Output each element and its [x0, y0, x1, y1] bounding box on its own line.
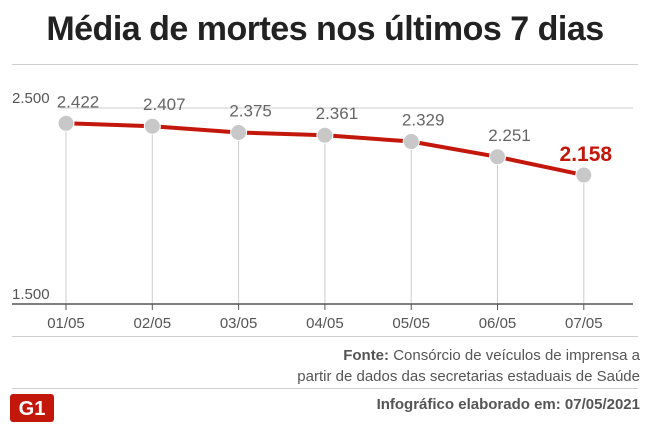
x-tick-label: 03/05: [220, 315, 258, 332]
credit-divider: [12, 388, 638, 389]
x-tick-label: 01/05: [47, 315, 85, 332]
data-point: [489, 148, 506, 166]
x-tick-label: 05/05: [392, 315, 430, 332]
value-label: 2.251: [488, 126, 531, 145]
x-tick-label: 06/05: [479, 315, 517, 332]
data-point: [143, 117, 161, 135]
data-point: [57, 114, 75, 132]
data-point: [230, 124, 248, 141]
value-label: 2.375: [229, 102, 272, 121]
x-tick-label: 07/05: [565, 315, 603, 332]
y-tick-label: 2.500: [12, 90, 50, 107]
credit-note: Infográfico elaborado em: 07/05/2021: [376, 396, 640, 413]
value-label: 2.422: [57, 92, 100, 111]
x-tick-label: 02/05: [134, 315, 172, 332]
value-label: 2.407: [143, 95, 186, 114]
x-tick-label: 04/05: [306, 315, 344, 332]
data-point: [575, 166, 593, 184]
svg-text:G1: G1: [19, 398, 46, 420]
source-label: Fonte:: [343, 347, 390, 364]
value-label: 2.361: [316, 104, 359, 123]
source-note: Fonte: Consórcio de veículos de imprensa…: [297, 345, 640, 387]
data-point: [316, 126, 334, 144]
y-tick-label: 1.500: [12, 286, 50, 303]
title-divider: [12, 64, 638, 65]
footer-divider: [12, 336, 638, 337]
source-line-1: Consórcio de veículos de imprensa a: [393, 347, 640, 364]
data-point: [402, 133, 420, 151]
highlight-value-label: 2.158: [560, 143, 613, 166]
chart-title: Média de mortes nos últimos 7 dias: [46, 10, 604, 48]
source-line-2: partir de dados das secretarias estaduai…: [297, 368, 640, 385]
value-label: 2.329: [402, 111, 445, 130]
g1-logo: G1: [10, 394, 54, 422]
